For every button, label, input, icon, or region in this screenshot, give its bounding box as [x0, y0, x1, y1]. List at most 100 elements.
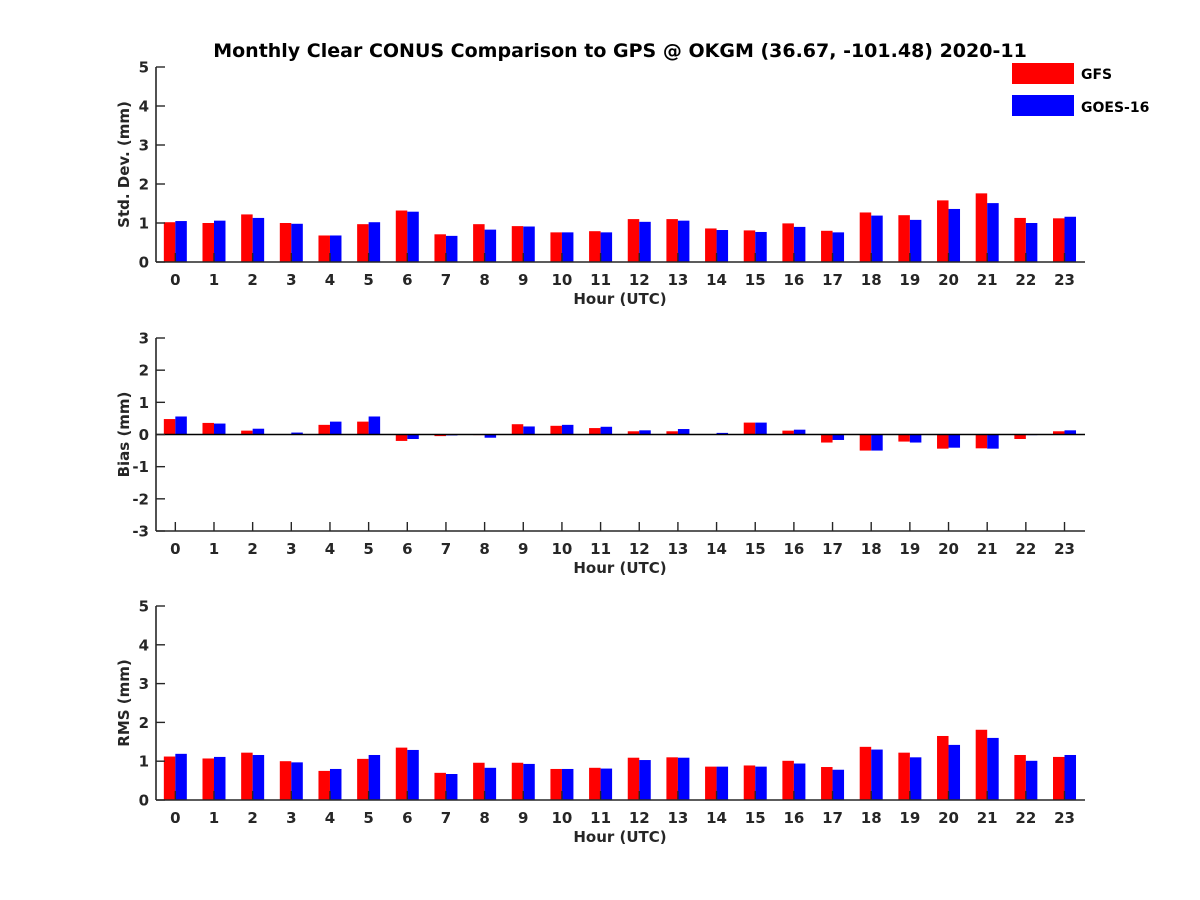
y-tick-label-bias-1: 1: [139, 394, 149, 412]
bar-bias-gfs-hour-23: [1053, 431, 1065, 435]
x-tick-label-rms-18: 18: [861, 809, 882, 827]
bar-rms-gfs-hour-19: [898, 752, 910, 800]
bar-rms-goes-16-hour-7: [445, 774, 458, 800]
bar-std-gfs-hour-22: [1014, 217, 1026, 262]
y-tick-label-rms-5: 5: [139, 598, 149, 616]
x-tick-label-rms-13: 13: [667, 809, 688, 827]
bar-bias-gfs-hour-19: [898, 434, 910, 442]
bar-rms-gfs-hour-23: [1053, 756, 1065, 800]
bar-rms-gfs-hour-13: [666, 757, 678, 800]
bar-rms-gfs-hour-4: [318, 770, 330, 800]
bar-std-gfs-hour-17: [821, 230, 833, 262]
x-tick-label-std-10: 10: [551, 271, 572, 289]
bar-std-goes-16-hour-20: [948, 208, 961, 262]
x-tick-label-std-13: 13: [667, 271, 688, 289]
bar-bias-gfs-hour-0: [163, 419, 176, 435]
x-tick-label-rms-17: 17: [822, 809, 843, 827]
bar-rms-gfs-hour-9: [511, 762, 524, 800]
x-tick-label-rms-2: 2: [247, 809, 257, 827]
x-tick-label-rms-16: 16: [783, 809, 804, 827]
bar-bias-gfs-hour-15: [743, 422, 756, 435]
x-tick-label-bias-6: 6: [402, 540, 412, 558]
x-axis-label-rms: Hour (UTC): [573, 828, 666, 846]
x-tick-label-std-15: 15: [745, 271, 766, 289]
bar-rms-goes-16-hour-21: [987, 737, 999, 800]
bar-bias-gfs-hour-11: [589, 428, 601, 435]
x-tick-label-std-8: 8: [479, 271, 489, 289]
bar-bias-gfs-hour-9: [511, 424, 524, 435]
y-tick-label-bias--1: -1: [132, 458, 149, 476]
y-axis-label-rms: RMS (mm): [115, 659, 133, 746]
bar-std-gfs-hour-9: [511, 226, 524, 262]
bar-rms-goes-16-hour-20: [948, 744, 961, 800]
x-tick-label-bias-21: 21: [977, 540, 998, 558]
x-tick-label-bias-11: 11: [590, 540, 611, 558]
bar-rms-goes-16-hour-14: [716, 766, 729, 800]
bar-rms-goes-16-hour-23: [1064, 754, 1077, 800]
x-tick-label-bias-7: 7: [441, 540, 451, 558]
bar-std-goes-16-hour-6: [407, 211, 419, 262]
x-tick-label-rms-1: 1: [209, 809, 219, 827]
bar-rms-goes-16-hour-2: [252, 754, 265, 800]
bar-std-goes-16-hour-12: [639, 221, 651, 262]
x-tick-label-bias-18: 18: [861, 540, 882, 558]
bar-bias-gfs-hour-21: [975, 434, 988, 449]
y-tick-label-std-1: 1: [139, 215, 149, 233]
legend-swatch-gfs: [1012, 63, 1074, 84]
y-tick-label-rms-3: 3: [139, 675, 149, 693]
bar-bias-goes-16-hour-14: [716, 432, 729, 435]
bar-std-gfs-hour-15: [743, 230, 756, 262]
x-tick-label-bias-12: 12: [629, 540, 650, 558]
legend-label-gfs: GFS: [1081, 67, 1112, 83]
x-tick-label-std-22: 22: [1015, 271, 1036, 289]
bar-rms-gfs-hour-8: [473, 762, 485, 800]
bar-std-goes-16-hour-21: [987, 203, 999, 262]
bar-bias-goes-16-hour-8: [484, 434, 497, 438]
bar-std-gfs-hour-16: [782, 223, 794, 262]
y-tick-label-rms-4: 4: [139, 636, 149, 654]
x-tick-label-rms-22: 22: [1015, 809, 1036, 827]
x-axis-label-std: Hour (UTC): [573, 290, 666, 308]
y-tick-label-rms-1: 1: [139, 753, 149, 771]
bar-rms-gfs-hour-15: [743, 765, 756, 800]
bar-bias-goes-16-hour-0: [175, 416, 187, 435]
x-tick-label-rms-19: 19: [899, 809, 920, 827]
x-tick-label-std-14: 14: [706, 271, 727, 289]
x-tick-label-rms-14: 14: [706, 809, 727, 827]
y-tick-label-bias-2: 2: [139, 362, 149, 380]
x-tick-label-bias-14: 14: [706, 540, 727, 558]
bar-std-goes-16-hour-19: [909, 219, 922, 262]
bar-rms-goes-16-hour-15: [755, 766, 767, 800]
bar-std-goes-16-hour-15: [755, 231, 767, 262]
bar-rms-goes-16-hour-19: [909, 757, 922, 800]
x-tick-label-bias-1: 1: [209, 540, 219, 558]
bar-bias-goes-16-hour-17: [832, 434, 845, 440]
bar-std-goes-16-hour-0: [175, 221, 187, 262]
bar-bias-goes-16-hour-9: [523, 426, 535, 435]
bar-std-gfs-hour-12: [627, 219, 640, 262]
x-tick-label-rms-23: 23: [1054, 809, 1075, 827]
chart-title: Monthly Clear CONUS Comparison to GPS @ …: [213, 40, 1027, 62]
y-tick-label-bias--2: -2: [132, 490, 149, 508]
bar-rms-goes-16-hour-22: [1025, 760, 1038, 800]
bar-bias-gfs-hour-2: [241, 430, 253, 435]
x-tick-label-std-19: 19: [899, 271, 920, 289]
bar-std-gfs-hour-8: [473, 224, 485, 262]
bar-std-gfs-hour-13: [666, 219, 678, 262]
bar-rms-gfs-hour-10: [550, 768, 562, 800]
bar-rms-gfs-hour-12: [627, 757, 640, 800]
bar-bias-goes-16-hour-16: [793, 429, 806, 435]
bar-rms-gfs-hour-6: [395, 747, 408, 800]
x-tick-label-rms-20: 20: [938, 809, 959, 827]
y-tick-label-std-2: 2: [139, 176, 149, 194]
bar-rms-goes-16-hour-18: [871, 749, 883, 800]
x-tick-label-bias-4: 4: [325, 540, 335, 558]
bar-rms-goes-16-hour-4: [329, 768, 342, 800]
bar-bias-gfs-hour-5: [357, 421, 369, 435]
bar-std-gfs-hour-20: [937, 200, 949, 262]
bar-std-goes-16-hour-9: [523, 226, 535, 262]
bar-std-gfs-hour-11: [589, 231, 601, 262]
x-tick-label-rms-4: 4: [325, 809, 335, 827]
x-tick-label-std-1: 1: [209, 271, 219, 289]
